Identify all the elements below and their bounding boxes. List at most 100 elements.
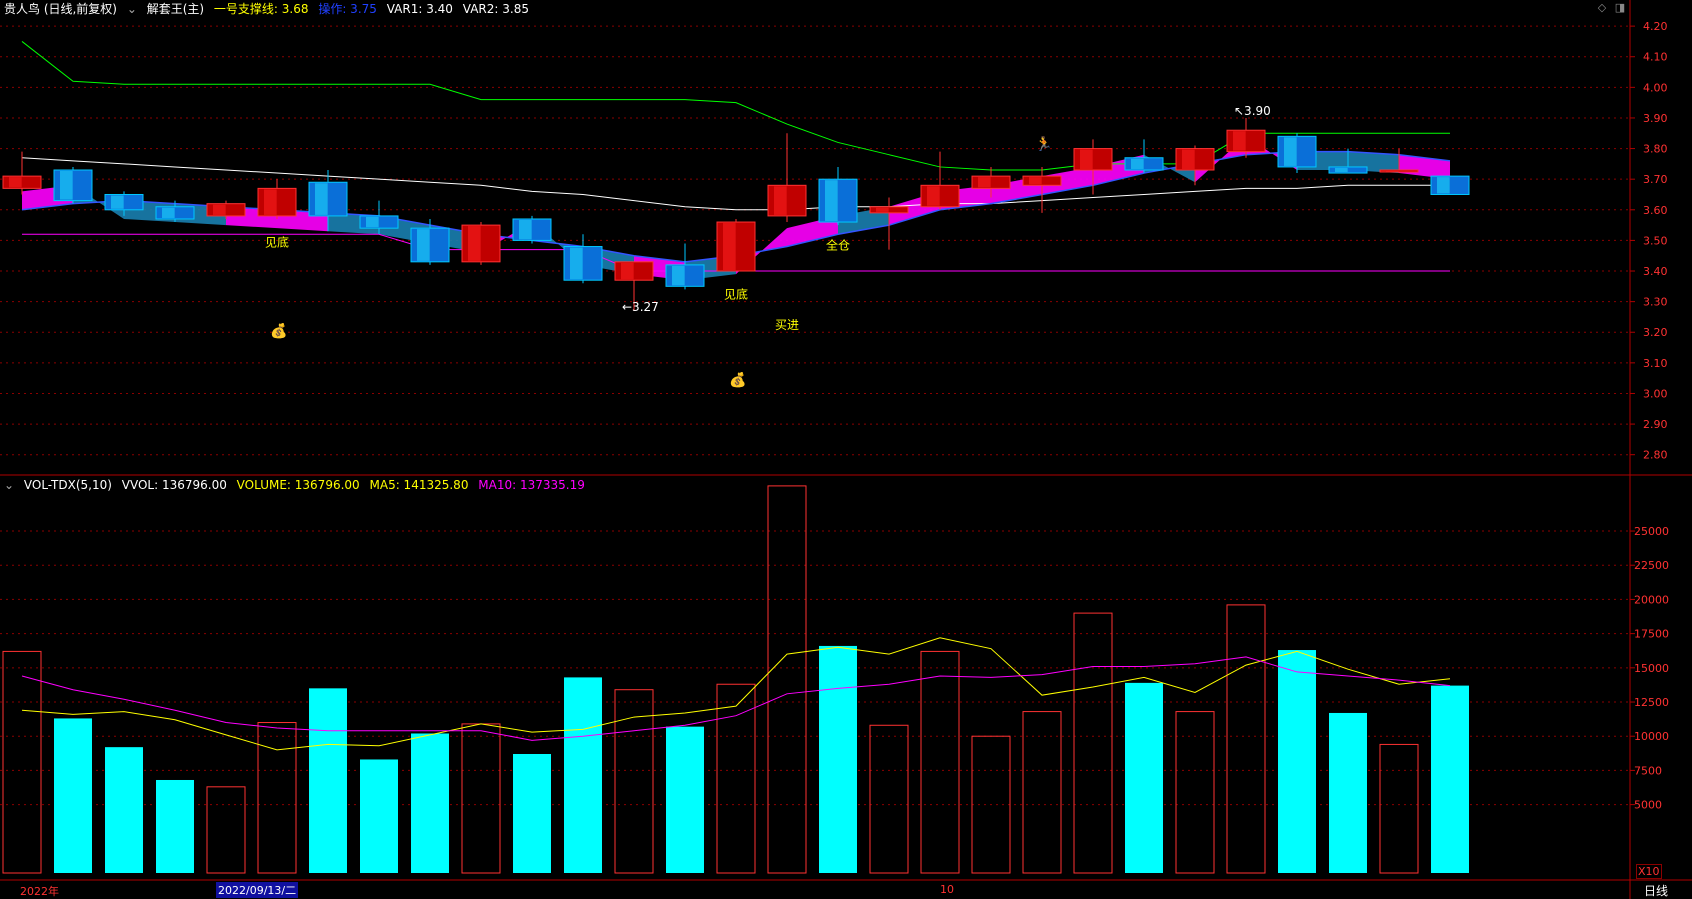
candle-highlight [825, 180, 838, 222]
candle-highlight [978, 177, 991, 188]
volume-bar [156, 779, 194, 873]
price-header: 贵人鸟 (日线,前复权) ⌄ 解套王(主) 一号支撑线: 3.68 操作: 3.… [4, 0, 535, 18]
candle-highlight [672, 265, 685, 286]
signal-label: 全仓 [826, 238, 850, 253]
volume-tick-label: 5000 [1634, 799, 1662, 812]
candle-body [665, 264, 705, 287]
candle-body [206, 203, 246, 217]
chevron-down-icon[interactable]: ⌄ [126, 2, 137, 16]
candle-highlight [621, 262, 634, 280]
candle-highlight [1131, 158, 1144, 169]
candle-highlight [1437, 177, 1450, 194]
window-icon[interactable]: ◨ [1614, 1, 1626, 14]
candle-highlight [60, 171, 73, 200]
volume-bar [1329, 712, 1367, 873]
volume-bar [206, 786, 246, 874]
price-tick-label: 4.10 [1643, 51, 1668, 64]
volume-value: VOLUME: 136796.00 [236, 478, 360, 492]
candle-highlight [519, 219, 532, 240]
volume-bar [257, 722, 297, 874]
signal-label: 见底 [265, 235, 289, 250]
band-segment [787, 215, 838, 247]
year-label: 2022年 [20, 885, 59, 898]
period-label[interactable]: 日线 [1644, 884, 1669, 898]
candle-body [53, 169, 93, 202]
candle-body [512, 218, 552, 241]
volume-bar [971, 735, 1011, 874]
volume-bar [767, 485, 807, 874]
stock-title[interactable]: 贵人鸟 (日线,前复权) [4, 2, 117, 16]
volume-bar [1175, 711, 1215, 874]
candle-body [1124, 157, 1164, 171]
volume-bar [614, 689, 654, 874]
diamond-icon[interactable]: ◇ [1597, 1, 1607, 14]
volume-bar [1125, 682, 1163, 873]
volume-bar [360, 759, 398, 873]
signal-label: ↖3.90 [1234, 104, 1271, 118]
candle-highlight [1284, 137, 1297, 166]
volume-header: ⌄ VOL-TDX(5,10) VVOL: 136796.00 VOLUME: … [4, 476, 591, 494]
var1-value: VAR1: 3.40 [386, 2, 453, 16]
volume-tick-label: 17500 [1634, 628, 1669, 641]
volume-bar [819, 645, 857, 873]
volume-tick-label: 12500 [1634, 696, 1669, 709]
volume-multiplier: X10 [1636, 864, 1662, 879]
candle-body [614, 261, 654, 281]
candle-body [767, 184, 807, 217]
price-tick-label: 3.80 [1643, 143, 1668, 156]
candle-highlight [876, 207, 889, 212]
candle-highlight [111, 195, 124, 209]
candle-highlight [264, 189, 277, 215]
volume-bar [564, 677, 602, 873]
price-tick-label: 3.90 [1643, 112, 1668, 125]
candle-highlight [1335, 167, 1348, 173]
signal-label: 见底 [724, 287, 748, 302]
price-tick-label: 2.90 [1643, 418, 1668, 431]
month-label: 10 [940, 883, 954, 896]
candle-body [818, 178, 858, 223]
runner-icon: 🏃 [1035, 136, 1052, 153]
volume-bar [1278, 650, 1316, 873]
candle-body [563, 246, 603, 281]
candle-highlight [1029, 177, 1042, 185]
candle-highlight [213, 204, 226, 215]
volume-bar [1073, 612, 1113, 874]
price-tick-label: 3.10 [1643, 357, 1668, 370]
price-tick-label: 3.70 [1643, 173, 1668, 186]
volume-bar [1431, 685, 1469, 873]
candle-body [869, 206, 909, 214]
op-value: 操作: 3.75 [318, 2, 377, 16]
volume-bar [54, 718, 92, 873]
candle-highlight [774, 186, 787, 215]
candle-highlight [315, 183, 328, 215]
volume-tick-label: 10000 [1634, 730, 1669, 743]
candle-body [461, 224, 501, 263]
price-tick-label: 2.80 [1643, 449, 1668, 462]
volume-tick-label: 7500 [1634, 764, 1662, 777]
candle-body [257, 187, 297, 217]
candle-body [1328, 166, 1368, 174]
candle-body [2, 175, 42, 189]
indicator-name[interactable]: 解套王(主) [146, 2, 205, 16]
volume-ma5-line [21, 637, 1451, 751]
candle-body [359, 215, 399, 229]
signal-label: 买进 [775, 318, 799, 332]
volume-bar [716, 683, 756, 874]
ma5-value: MA5: 141325.80 [369, 478, 469, 492]
volume-bar [2, 650, 42, 874]
candle-highlight [570, 247, 583, 280]
candle-highlight [417, 229, 430, 261]
candle-body [971, 175, 1011, 189]
money-bag-icon: 💰 [729, 371, 746, 388]
chevron-down-icon[interactable]: ⌄ [4, 478, 15, 492]
volume-bar [869, 724, 909, 874]
volume-tick-label: 20000 [1634, 593, 1669, 606]
var2-value: VAR2: 3.85 [462, 2, 529, 16]
candle-body [1073, 148, 1113, 171]
price-tick-label: 3.60 [1643, 204, 1668, 217]
volume-indicator-name[interactable]: VOL-TDX(5,10) [23, 478, 112, 492]
volume-bar [666, 726, 704, 873]
candle-body [1022, 175, 1062, 186]
signal-label: ←3.27 [622, 300, 659, 314]
